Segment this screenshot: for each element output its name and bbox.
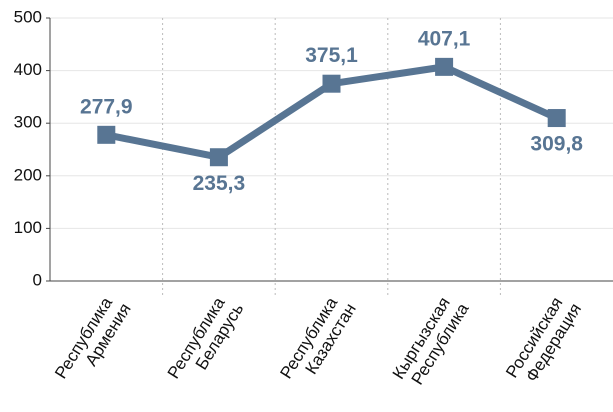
value-label: 309,8 [530,133,583,156]
marker [547,109,566,128]
marker [435,57,454,76]
marker [322,74,341,93]
y-tick-label: 400 [14,60,42,79]
x-tick-label: Республика Казахстан [277,290,361,392]
value-label: 277,9 [80,95,133,118]
value-label: 235,3 [193,172,246,195]
x-tick-label: Кыргызская Республика [389,290,473,393]
y-tick-label: 300 [14,113,42,132]
y-tick-label: 100 [14,218,42,237]
x-tick-label: Республика Беларусь [164,290,248,392]
y-tick-label: 200 [14,165,42,184]
x-tick-label: Российская Федерация [503,290,586,391]
value-label: 375,1 [305,44,358,67]
y-tick-label: 500 [14,7,42,26]
x-tick-label: Республика Армения [52,290,136,392]
y-tick-label: 0 [33,270,42,289]
marker [97,125,116,144]
marker [209,148,228,167]
value-label: 407,1 [418,27,471,50]
